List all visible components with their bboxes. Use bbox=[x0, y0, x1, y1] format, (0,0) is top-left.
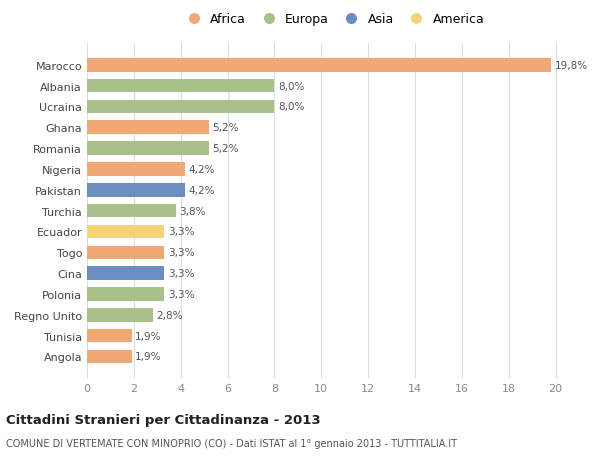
Text: 3,3%: 3,3% bbox=[168, 227, 194, 237]
Text: 8,0%: 8,0% bbox=[278, 81, 304, 91]
Bar bbox=[87, 79, 274, 93]
Text: 3,8%: 3,8% bbox=[179, 206, 206, 216]
Bar bbox=[87, 59, 551, 73]
Bar bbox=[87, 163, 185, 176]
Bar bbox=[87, 204, 176, 218]
Text: Cittadini Stranieri per Cittadinanza - 2013: Cittadini Stranieri per Cittadinanza - 2… bbox=[6, 413, 320, 426]
Text: 4,2%: 4,2% bbox=[189, 165, 215, 174]
Text: 3,3%: 3,3% bbox=[168, 248, 194, 257]
Text: 4,2%: 4,2% bbox=[189, 185, 215, 196]
Bar bbox=[87, 350, 131, 364]
Text: 1,9%: 1,9% bbox=[135, 352, 161, 362]
Text: COMUNE DI VERTEMATE CON MINOPRIO (CO) - Dati ISTAT al 1° gennaio 2013 - TUTTITAL: COMUNE DI VERTEMATE CON MINOPRIO (CO) - … bbox=[6, 438, 457, 448]
Text: 3,3%: 3,3% bbox=[168, 269, 194, 279]
Bar bbox=[87, 246, 164, 259]
Text: 1,9%: 1,9% bbox=[135, 331, 161, 341]
Legend: Africa, Europa, Asia, America: Africa, Europa, Asia, America bbox=[178, 10, 488, 30]
Bar bbox=[87, 101, 274, 114]
Text: 5,2%: 5,2% bbox=[212, 144, 239, 154]
Bar bbox=[87, 142, 209, 156]
Text: 2,8%: 2,8% bbox=[156, 310, 182, 320]
Bar bbox=[87, 308, 152, 322]
Text: 3,3%: 3,3% bbox=[168, 289, 194, 299]
Bar bbox=[87, 329, 131, 343]
Bar bbox=[87, 287, 164, 301]
Text: 19,8%: 19,8% bbox=[554, 61, 587, 71]
Bar bbox=[87, 184, 185, 197]
Bar bbox=[87, 121, 209, 135]
Bar bbox=[87, 225, 164, 239]
Bar bbox=[87, 267, 164, 280]
Text: 8,0%: 8,0% bbox=[278, 102, 304, 112]
Text: 5,2%: 5,2% bbox=[212, 123, 239, 133]
